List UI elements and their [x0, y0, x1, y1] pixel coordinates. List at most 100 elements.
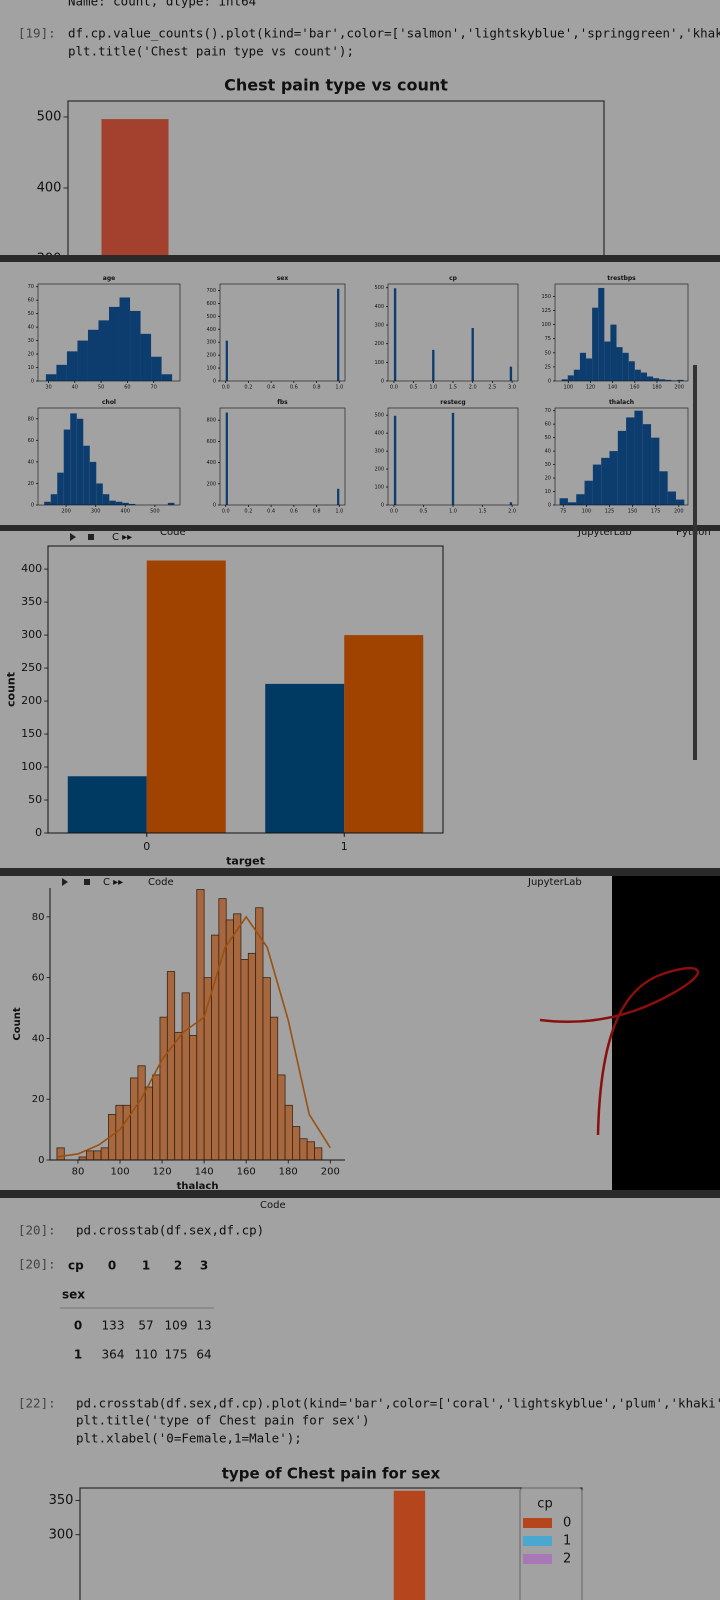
- histogram-bar: [567, 375, 574, 381]
- histogram-bar: [240, 959, 249, 1161]
- code-line: plt.title('type of Chest pain for sex'): [76, 1413, 370, 1428]
- x-tick-label: 0.0: [390, 385, 398, 391]
- bar: [146, 560, 226, 833]
- x-tick-label: 0.8: [313, 385, 321, 391]
- histogram-bar: [509, 366, 513, 381]
- histogram-bar: [586, 358, 593, 381]
- y-tick-label: 0: [31, 379, 34, 385]
- y-tick-label: 60: [545, 422, 551, 428]
- x-tick-label: 160: [630, 385, 640, 391]
- y-tick-label: 20: [28, 481, 34, 487]
- axes-spines: [49, 888, 345, 1161]
- histogram-bar: [393, 288, 397, 381]
- y-tick-label: 40: [28, 459, 34, 465]
- x-tick-label: 100: [564, 385, 574, 391]
- y-tick-label: 0: [213, 503, 216, 509]
- plot-frame: [387, 283, 519, 382]
- histogram-bar: [598, 287, 605, 381]
- toolbar-label[interactable]: Code: [148, 877, 174, 888]
- x-axis-label: target: [226, 855, 265, 868]
- plot-frame: [219, 407, 346, 506]
- toolbar-label[interactable]: Code: [260, 1200, 286, 1211]
- histogram-bar: [393, 415, 397, 505]
- y-tick-label: 20: [545, 476, 551, 482]
- plot-frame: [387, 407, 519, 506]
- x-tick-label: 40: [72, 385, 78, 391]
- legend-swatch: [523, 1554, 552, 1564]
- histogram-bar: [617, 430, 627, 505]
- histogram-bar: [233, 913, 242, 1161]
- y-tick-label: 200: [206, 481, 216, 487]
- histogram-bar: [140, 333, 152, 381]
- histogram-bar: [96, 483, 103, 505]
- chart-title: restecg: [440, 399, 465, 406]
- histogram-bar: [98, 320, 109, 381]
- histogram-bar: [451, 412, 455, 505]
- scrollbar: [693, 365, 697, 760]
- y-tick-label: 60: [28, 438, 34, 444]
- handwritten-mark: [539, 966, 699, 1136]
- histogram-bar: [151, 356, 162, 381]
- histogram-bar: [87, 329, 99, 381]
- x-tick-label: 100: [110, 1167, 129, 1178]
- table-cell: 109: [165, 1319, 188, 1333]
- table-cell: 13: [196, 1319, 211, 1333]
- histogram-bar: [76, 418, 84, 505]
- chart-title: age: [103, 275, 115, 282]
- histogram-bar: [119, 297, 131, 381]
- y-tick-label: 700: [206, 288, 216, 294]
- histogram-bar: [85, 1150, 95, 1161]
- toolbar-icon[interactable]: C ▸▸: [103, 877, 123, 888]
- x-tick-label: 70: [151, 385, 157, 391]
- toolbar-label[interactable]: JupyterLab: [577, 527, 632, 538]
- histogram-bar: [675, 499, 685, 505]
- histogram-bar: [622, 352, 629, 381]
- histogram-bar: [115, 501, 123, 505]
- x-tick-label: 1.5: [449, 385, 457, 391]
- histogram-bar: [634, 369, 641, 381]
- x-axis-label: thalach: [177, 1181, 219, 1192]
- y-tick-label: 40: [32, 1033, 45, 1044]
- x-tick-label: 500: [150, 509, 160, 515]
- histogram-bar: [45, 374, 57, 381]
- y-tick-label: 300: [374, 449, 384, 455]
- y-tick-label: 300: [206, 340, 216, 346]
- histogram-bar: [616, 347, 623, 381]
- table-cell: 133: [102, 1319, 125, 1333]
- y-tick-label: 400: [206, 327, 216, 333]
- histogram-bar: [667, 491, 676, 505]
- table-header: 1: [142, 1259, 150, 1273]
- x-tick-label: 0.6: [290, 509, 298, 515]
- histogram-bar: [225, 412, 228, 505]
- y-tick-label: 0: [381, 503, 384, 509]
- histogram-bar: [337, 488, 340, 505]
- chart-title: cp: [449, 275, 458, 282]
- x-tick-label: 0.5: [410, 385, 418, 391]
- x-tick-label: 175: [651, 509, 661, 515]
- x-tick-label: 150: [628, 509, 638, 515]
- y-tick-label: 400: [206, 460, 216, 466]
- y-tick-label: 200: [374, 467, 384, 473]
- histogram-bar: [584, 480, 593, 505]
- toolbar-icon[interactable]: C ▸▸: [112, 532, 132, 543]
- legend-swatch: [523, 1518, 552, 1528]
- x-tick-label: 100: [582, 509, 592, 515]
- histogram-bar: [626, 417, 635, 505]
- y-tick-label: 200: [206, 353, 216, 359]
- histogram-bar: [471, 328, 474, 381]
- plot-frame: [79, 1487, 583, 1600]
- plot-frame: [554, 407, 689, 506]
- toolbar-label[interactable]: Code: [160, 527, 186, 538]
- y-tick-label: 60: [32, 973, 45, 984]
- y-tick-label: 30: [545, 462, 551, 468]
- x-tick-label: 120: [586, 385, 596, 391]
- histogram-bar: [218, 898, 227, 1161]
- x-tick-label: 75: [560, 509, 566, 515]
- toolbar[interactable]: C ▸▸ Code JupyterLab: [62, 877, 582, 888]
- y-tick-label: 200: [21, 694, 42, 707]
- histogram-bar: [100, 1147, 109, 1161]
- toolbar-label[interactable]: JupyterLab: [527, 877, 582, 888]
- x-tick-label: 200: [321, 1167, 340, 1178]
- y-tick-label: 50: [28, 311, 34, 317]
- y-tick-label: 10: [28, 365, 34, 371]
